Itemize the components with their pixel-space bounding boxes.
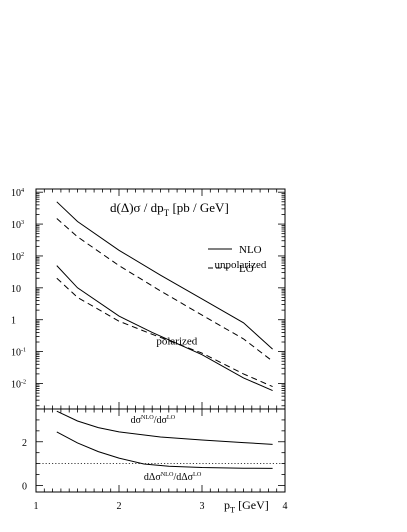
polarized-annotation: polarized bbox=[156, 335, 197, 347]
y-tick-label: 102 bbox=[11, 251, 24, 263]
x-axis-label-part: [GeV] bbox=[235, 498, 269, 512]
top-plot-frame bbox=[35, 188, 286, 410]
y-tick-label-part: 10 bbox=[11, 379, 21, 390]
legend-lo-label: LO bbox=[239, 263, 254, 275]
y-tick-label: 10 bbox=[11, 284, 21, 295]
y-tick-label-part: -2 bbox=[21, 378, 26, 385]
x-tick-label: 4 bbox=[283, 501, 288, 512]
polarized-ratio-curve bbox=[56, 431, 273, 469]
x-tick-label: 3 bbox=[200, 501, 205, 512]
x-axis-label-part: p bbox=[224, 498, 230, 512]
chart-title-part: T bbox=[164, 208, 170, 218]
legend-nlo-label-part: NLO bbox=[239, 244, 262, 256]
y-tick-label-part: 2 bbox=[22, 438, 27, 449]
x-tick-label-part: 4 bbox=[283, 501, 288, 512]
y-tick-label: 10-2 bbox=[11, 378, 26, 390]
x-tick-label: 1 bbox=[34, 501, 39, 512]
y-tick-label-part: 10 bbox=[11, 188, 21, 199]
y-tick-label-part: 2 bbox=[21, 251, 24, 258]
chart-title-part: [pb / GeV] bbox=[169, 200, 229, 215]
polarized-ratio-label-part: dΔσ bbox=[144, 472, 161, 483]
legend-nlo-label: NLO bbox=[239, 244, 262, 256]
y-tick-label-part: 10 bbox=[11, 220, 21, 231]
y-tick-label-part: 3 bbox=[21, 219, 24, 226]
y-tick-label-part: 10 bbox=[11, 348, 21, 359]
unpolarized-ratio-label-part: NLO bbox=[141, 414, 154, 421]
unpolarized-annotation: unpolarized bbox=[214, 259, 266, 271]
y-tick-label: 1 bbox=[11, 316, 16, 327]
x-tick-label-part: 2 bbox=[117, 501, 122, 512]
unpolarized-lo-curve bbox=[56, 218, 273, 362]
y-tick-label: 103 bbox=[11, 219, 24, 231]
y-tick-label-part: 4 bbox=[21, 187, 24, 194]
unpolarized-nlo-curve bbox=[56, 201, 273, 350]
x-tick-label-part: 1 bbox=[34, 501, 39, 512]
polarized-ratio-label: dΔσNLO/dΔσLO bbox=[144, 471, 202, 483]
y-tick-label-part: 10 bbox=[11, 252, 21, 263]
polarized-annotation-part: polarized bbox=[156, 335, 197, 347]
y-tick-label-part: 1 bbox=[11, 316, 16, 327]
x-tick-label-part: 3 bbox=[200, 501, 205, 512]
x-axis-label: pT [GeV] bbox=[224, 498, 269, 515]
polarized-nlo-curve bbox=[56, 265, 273, 392]
y-tick-label: 0 bbox=[22, 481, 27, 492]
polarized-lo-curve bbox=[56, 277, 273, 388]
y-tick-label: 10-1 bbox=[11, 346, 26, 358]
legend-lo-label-part: LO bbox=[239, 263, 254, 275]
unpolarized-ratio-label-part: LO bbox=[167, 414, 176, 421]
polarized-ratio-label-part: NLO bbox=[161, 471, 174, 478]
unpolarized-ratio-label-part: /dσ bbox=[154, 415, 168, 426]
x-tick-label: 2 bbox=[117, 501, 122, 512]
unpolarized-ratio-label: dσNLO/dσLO bbox=[131, 414, 176, 426]
chart-title: d(Δ)σ / dpT [pb / GeV] bbox=[110, 200, 229, 218]
unpolarized-ratio-curve bbox=[56, 410, 273, 445]
x-axis-label-part: T bbox=[230, 506, 235, 515]
polarized-ratio-label-part: /dΔσ bbox=[173, 472, 193, 483]
y-tick-label: 104 bbox=[11, 187, 24, 199]
y-tick-label-part: 10 bbox=[11, 284, 21, 295]
unpolarized-ratio-label-part: dσ bbox=[131, 415, 142, 426]
unpolarized-annotation-part: unpolarized bbox=[214, 259, 266, 271]
y-tick-label: 2 bbox=[22, 438, 27, 449]
y-tick-label-part: -1 bbox=[21, 346, 26, 353]
chart-title-part: d(Δ)σ / dp bbox=[110, 200, 164, 215]
polarized-ratio-label-part: LO bbox=[193, 471, 202, 478]
y-tick-label-part: 0 bbox=[22, 481, 27, 492]
